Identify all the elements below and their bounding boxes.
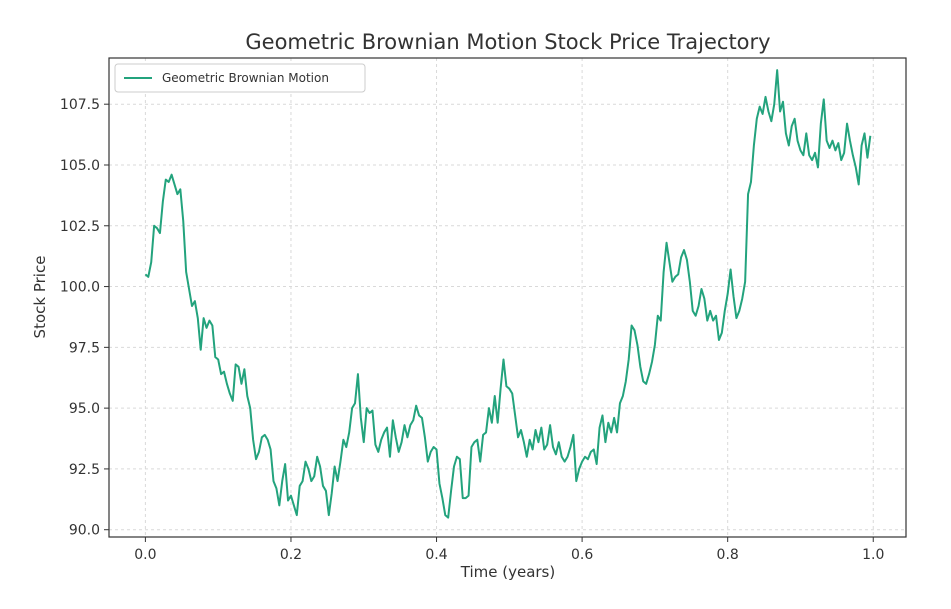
plot-frame [108,57,907,538]
y-tick-label: 102.5 [60,219,100,235]
series-line [144,69,872,519]
x-axis: 0.0 0.2 0.4 0.6 0.8 1.0 [134,537,884,563]
x-tick-label: 0.0 [134,547,156,563]
legend-box [114,63,366,93]
x-axis-label: Time (years) [460,563,555,581]
y-tick-label: 97.5 [69,340,100,356]
y-tick-label: 90.0 [69,523,100,539]
y-axis: 90.0 92.5 95.0 97.5 100.0 102.5 105.0 107.5 [60,97,109,539]
chart-title: Geometric Brownian Motion Stock Price Tr… [245,30,770,54]
legend: Geometric Brownian Motion [114,63,366,93]
legend-label: Geometric Brownian Motion [162,71,329,85]
x-tick-label: 1.0 [862,547,884,563]
x-tick-label: 0.8 [717,547,739,563]
y-axis-label: Stock Price [31,256,49,339]
y-tick-label: 107.5 [60,97,100,113]
y-tick-label: 100.0 [60,280,100,296]
x-tick-label: 0.2 [280,547,302,563]
x-tick-label: 0.6 [571,547,593,563]
y-tick-label: 95.0 [69,401,100,417]
y-tick-label: 105.0 [60,158,100,174]
y-tick-label: 92.5 [69,462,100,478]
x-tick-label: 0.4 [425,547,447,563]
gridlines [109,58,906,537]
